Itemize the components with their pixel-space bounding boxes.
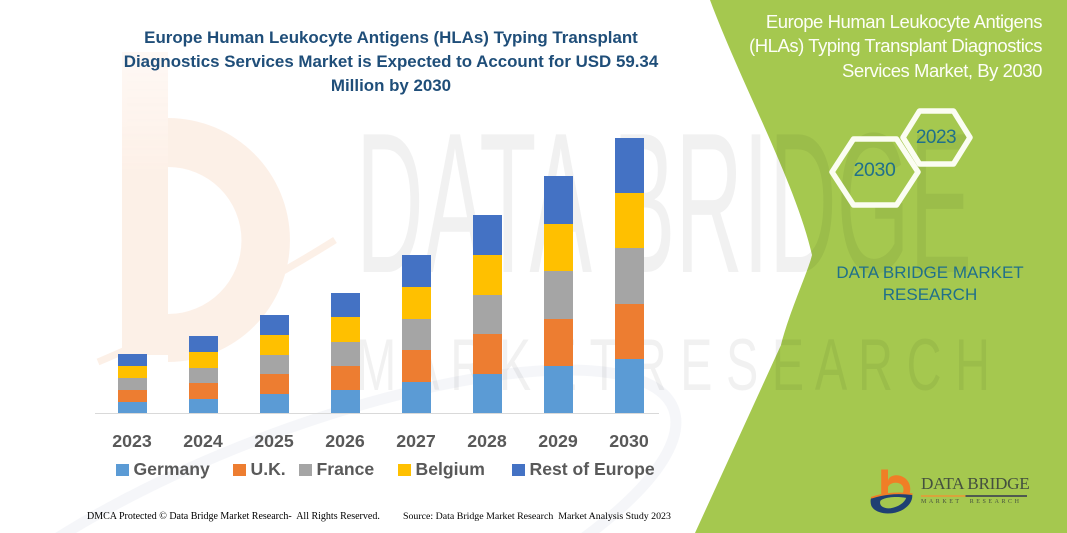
- svg-text:M A R K E T R E S E A R C H: M A R K E T R E S E A R C H: [356, 325, 990, 406]
